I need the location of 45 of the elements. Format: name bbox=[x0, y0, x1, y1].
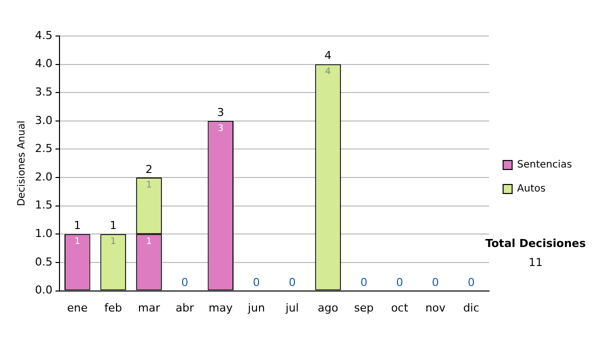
x-tick-label: may bbox=[208, 301, 234, 314]
x-tick-label: ago bbox=[318, 301, 339, 314]
annotation: Total Decisiones bbox=[485, 236, 586, 250]
y-tick-label: 2.0 bbox=[34, 170, 52, 184]
total-label: 0 bbox=[288, 276, 296, 289]
data-label: 1 bbox=[146, 180, 152, 190]
total-label: 0 bbox=[181, 276, 188, 289]
data-label: 1 bbox=[74, 237, 80, 248]
y-tick-label: 0.5 bbox=[34, 255, 52, 268]
x-tick-label: mar bbox=[138, 301, 160, 314]
x-tick-label: feb bbox=[104, 301, 122, 314]
x-tick-label: sep bbox=[354, 301, 374, 314]
total-label: 4 bbox=[324, 49, 332, 62]
x-tick-label: abr bbox=[176, 301, 194, 314]
data-label: 1 bbox=[146, 237, 152, 248]
total-label: 0 bbox=[360, 276, 368, 289]
legend-label: Sentencias bbox=[517, 160, 572, 171]
x-tick-label: ene bbox=[67, 301, 88, 314]
total-label: 1 bbox=[110, 219, 117, 232]
total-label: 0 bbox=[432, 276, 439, 289]
y-axis-title: Decisiones Anual bbox=[16, 120, 28, 206]
text: 11 bbox=[528, 256, 543, 269]
y-tick-label: 0.0 bbox=[34, 284, 52, 297]
x-tick-label: nov bbox=[425, 301, 446, 314]
x-tick-label: jun bbox=[246, 301, 265, 314]
data-label: 1 bbox=[110, 237, 116, 248]
x-tick-label: dic bbox=[463, 301, 480, 314]
x-tick-label: oct bbox=[391, 301, 409, 314]
total-label: 0 bbox=[396, 276, 404, 289]
total-label: 0 bbox=[252, 276, 260, 289]
total-label: 3 bbox=[217, 106, 224, 119]
data-label: 3 bbox=[218, 124, 224, 134]
y-tick-label: 4.0 bbox=[34, 57, 52, 70]
y-tick-label: 3.5 bbox=[34, 85, 52, 98]
y-tick-label: 3.0 bbox=[34, 114, 52, 127]
total-label: 2 bbox=[146, 162, 152, 176]
y-tick-label: 4.5 bbox=[34, 28, 52, 42]
y-tick-label: 1.0 bbox=[34, 227, 52, 240]
total-label: 0 bbox=[468, 276, 475, 289]
legend-label: Autos bbox=[517, 184, 546, 195]
total-label: 1 bbox=[74, 219, 81, 232]
y-tick-label: 1.5 bbox=[34, 198, 52, 212]
x-tick-label: jul bbox=[284, 301, 299, 314]
y-tick-label: 2.5 bbox=[34, 142, 52, 156]
data-label: 4 bbox=[325, 67, 332, 78]
